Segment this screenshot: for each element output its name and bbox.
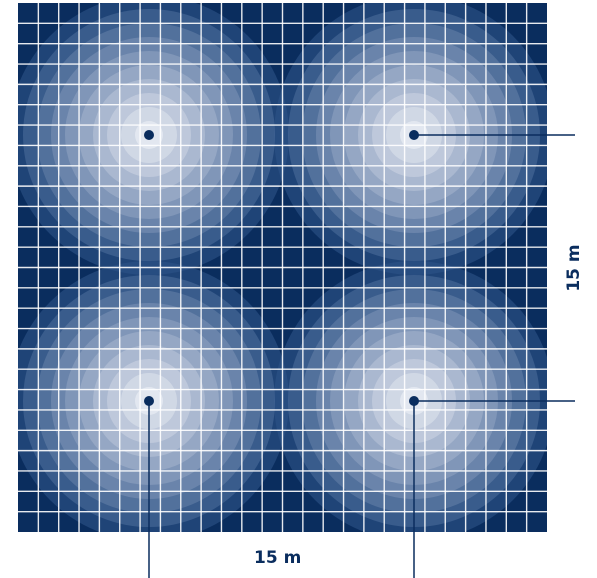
light-source-bottom-left <box>144 396 154 406</box>
light-source-markers <box>144 130 419 406</box>
light-source-top-right <box>409 130 419 140</box>
floor-grid <box>18 3 547 532</box>
light-source-bottom-right <box>409 396 419 406</box>
light-source-top-left <box>144 130 154 140</box>
illuminance-contours <box>18 3 547 532</box>
leader-lines <box>148 134 575 578</box>
coverage-square <box>18 3 547 532</box>
height-dimension-label: 15 m <box>564 244 584 292</box>
width-dimension-label: 15 m <box>254 548 302 568</box>
